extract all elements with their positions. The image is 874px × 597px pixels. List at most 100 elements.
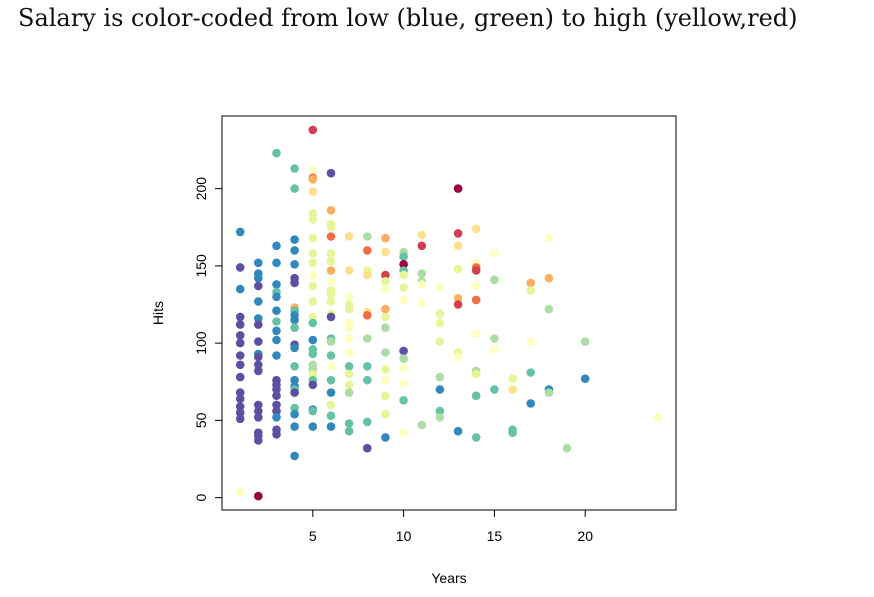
y-tick-label: 100 (193, 331, 209, 355)
data-point (308, 335, 318, 345)
y-tick-label: 0 (193, 494, 209, 502)
data-point (580, 374, 590, 384)
data-point (326, 351, 336, 360)
data-point (435, 283, 445, 292)
data-point (399, 379, 408, 388)
data-point (308, 209, 318, 218)
data-point (308, 297, 318, 306)
data-point (253, 273, 263, 283)
data-point (272, 326, 281, 336)
data-point (308, 125, 318, 135)
x-tick-label: 10 (396, 528, 412, 544)
data-point (235, 227, 245, 237)
data-point (272, 351, 281, 360)
data-point (290, 422, 299, 431)
data-point (253, 360, 263, 370)
data-point (290, 323, 299, 333)
data-point (290, 403, 299, 413)
data-point (363, 334, 372, 343)
data-point (253, 366, 263, 376)
data-point (381, 233, 390, 243)
data-point (235, 351, 245, 360)
data-point (417, 298, 427, 308)
data-point (363, 417, 372, 427)
x-tick-label: 5 (309, 528, 317, 544)
data-point (399, 252, 408, 261)
data-point (308, 187, 318, 196)
data-point (308, 281, 318, 291)
data-point (235, 388, 245, 397)
data-point (253, 337, 263, 346)
data-point (253, 281, 263, 291)
data-point (235, 414, 245, 424)
data-point (344, 419, 354, 428)
data-point (308, 233, 318, 243)
x-axis: 5 10 15 20 (309, 509, 593, 544)
data-point (381, 365, 390, 374)
data-point (326, 256, 336, 266)
data-point (399, 295, 408, 305)
data-point (308, 215, 318, 224)
data-point (290, 278, 299, 288)
data-point (308, 369, 318, 379)
data-point (308, 249, 318, 258)
data-point (235, 284, 245, 294)
data-point (471, 391, 481, 401)
data-point (526, 368, 535, 377)
data-point (381, 433, 390, 442)
data-point (453, 300, 463, 309)
data-point (235, 408, 245, 418)
data-point (399, 283, 408, 292)
data-point (326, 289, 336, 299)
data-point (290, 343, 299, 353)
data-point (326, 277, 336, 286)
data-point (308, 422, 318, 431)
data-point (253, 297, 263, 306)
data-point (344, 388, 354, 397)
data-point (471, 329, 481, 339)
data-point (326, 411, 336, 421)
data-point (326, 249, 336, 258)
data-point (308, 165, 318, 175)
data-point (381, 284, 390, 294)
data-point (381, 277, 390, 286)
data-point (290, 388, 299, 397)
data-point (235, 263, 245, 272)
data-point (308, 270, 318, 280)
data-point (272, 400, 281, 410)
data-point (381, 348, 390, 357)
data-point (471, 224, 481, 234)
data-point (272, 406, 281, 416)
data-point (253, 413, 263, 422)
data-point (326, 400, 336, 410)
data-point (326, 232, 336, 241)
data-point (453, 294, 463, 303)
data-point (544, 233, 554, 243)
data-point (471, 281, 481, 291)
data-point (326, 362, 336, 371)
data-point (435, 337, 445, 346)
data-point (344, 323, 354, 333)
data-point (417, 230, 427, 240)
data-point (253, 400, 263, 410)
data-point (399, 428, 408, 438)
data-point (399, 260, 408, 269)
data-point (381, 312, 390, 322)
data-point (326, 222, 336, 232)
data-point (381, 304, 390, 314)
data-point (363, 232, 372, 241)
y-tick-label: 50 (193, 412, 209, 428)
x-tick-label: 15 (487, 528, 503, 544)
data-point (253, 320, 263, 329)
data-point (272, 280, 281, 289)
data-point (544, 273, 554, 283)
data-point (363, 362, 372, 371)
data-point (363, 311, 372, 320)
data-point (326, 312, 336, 322)
data-point (272, 317, 281, 326)
data-point (526, 337, 535, 346)
x-tick-label: 20 (577, 528, 593, 544)
data-point (453, 352, 463, 362)
data-point (235, 331, 245, 340)
